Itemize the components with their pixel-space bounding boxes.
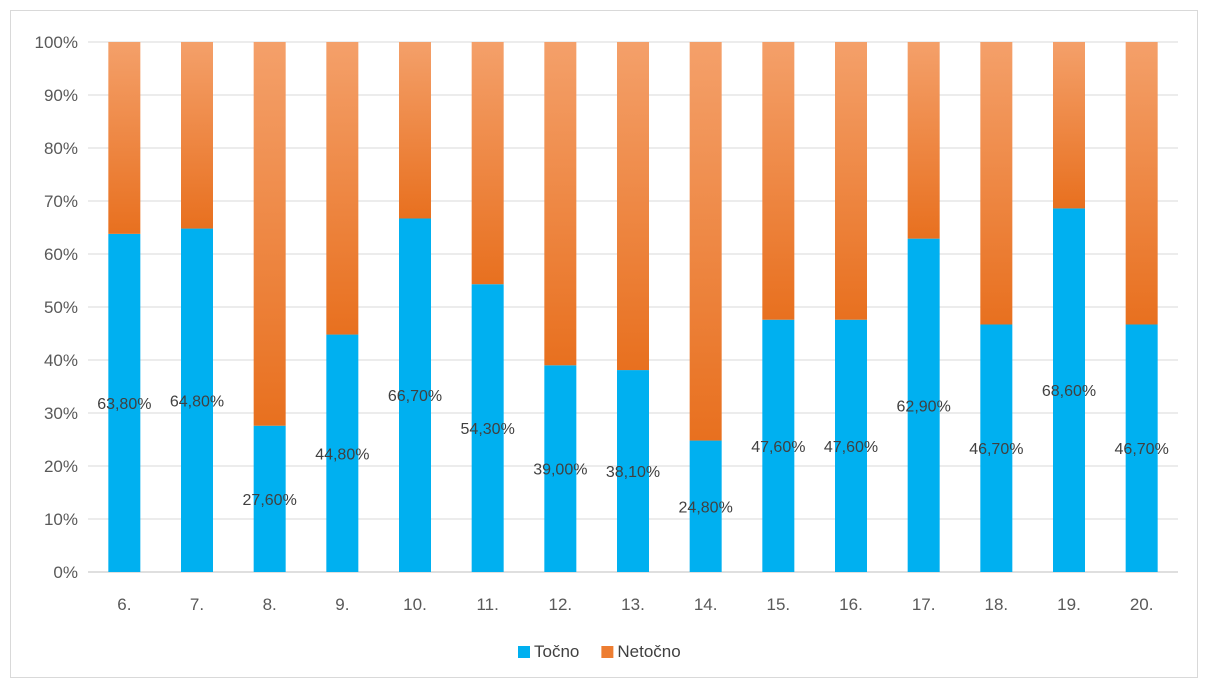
y-tick-label: 40% <box>44 351 78 370</box>
bar-netocno <box>980 42 1013 325</box>
bar-tocno <box>108 233 141 573</box>
bar-tocno <box>253 425 286 572</box>
x-tick-label: 18. <box>985 595 1009 614</box>
bar-tocno <box>326 334 359 572</box>
y-tick-label: 90% <box>44 86 78 105</box>
bar-tocno <box>907 238 940 572</box>
x-tick-label: 6. <box>117 595 131 614</box>
legend-label: Netočno <box>617 642 680 661</box>
data-label: 44,80% <box>315 446 369 463</box>
bar-netocno <box>471 42 504 285</box>
y-tick-label: 100% <box>35 33 78 52</box>
bar-tocno <box>980 324 1013 572</box>
x-tick-label: 17. <box>912 595 936 614</box>
data-label: 46,70% <box>969 441 1023 458</box>
bar-netocno <box>762 42 795 320</box>
x-tick-label: 12. <box>549 595 573 614</box>
x-tick-label: 14. <box>694 595 718 614</box>
legend: Točno Netočno <box>518 642 681 661</box>
bar-netocno <box>108 42 141 234</box>
x-axis: 6. 7. 8. 9. 10. 11. 12. 13. 14. 15. 16. 17. 18. 19. 20… <box>117 595 1153 614</box>
bar-tocno <box>1053 208 1085 573</box>
x-tick-label: 7. <box>190 595 204 614</box>
bar-tocno <box>1125 324 1158 572</box>
x-tick-label: 10. <box>403 595 427 614</box>
x-tick-label: 11. <box>476 595 498 614</box>
bar-netocno <box>181 42 213 229</box>
x-tick-label: 20. <box>1130 595 1154 614</box>
data-label: 64,80% <box>170 393 224 410</box>
x-tick-label: 15. <box>767 595 791 614</box>
x-tick-label: 16. <box>839 595 863 614</box>
bar-tocno <box>762 319 795 572</box>
data-label: 63,80% <box>97 396 151 413</box>
bar-tocno <box>471 284 504 572</box>
bar-tocno <box>399 218 431 573</box>
bar-netocno <box>835 42 867 320</box>
data-label: 66,70% <box>388 388 442 405</box>
legend-swatch <box>518 646 530 658</box>
bar-netocno <box>253 42 286 426</box>
bar-netocno <box>326 42 359 335</box>
bar-netocno <box>689 42 722 441</box>
bar-netocno <box>544 42 577 366</box>
bars <box>108 42 1158 573</box>
y-tick-label: 50% <box>44 298 78 317</box>
bar-tocno <box>617 370 649 572</box>
y-tick-label: 10% <box>44 510 78 529</box>
bar-netocno <box>1053 42 1085 209</box>
bar-netocno <box>907 42 940 239</box>
bar-netocno <box>399 42 431 219</box>
data-label: 62,90% <box>897 398 951 415</box>
data-label: 47,60% <box>751 439 805 456</box>
y-tick-label: 20% <box>44 457 78 476</box>
x-tick-label: 19. <box>1057 595 1081 614</box>
bar-netocno <box>617 42 649 371</box>
x-tick-label: 13. <box>621 595 645 614</box>
bar-tocno <box>181 228 213 572</box>
bar-netocno <box>1125 42 1158 325</box>
legend-item-netocno: Netočno <box>601 642 681 661</box>
y-tick-label: 70% <box>44 192 78 211</box>
y-axis: 0% 10% 20% 30% 40% 50% 60% 70% 80% 90% 100% <box>35 33 78 582</box>
data-label: 54,30% <box>461 421 515 438</box>
legend-item-tocno: Točno <box>518 642 579 661</box>
bar-tocno <box>689 440 722 572</box>
data-label: 68,60% <box>1042 383 1096 400</box>
bar-tocno <box>544 365 577 572</box>
y-tick-label: 30% <box>44 404 78 423</box>
data-label: 27,60% <box>243 492 297 509</box>
bar-tocno <box>835 319 867 572</box>
data-labels: 63,80% 64,80% 27,60% 44,80% 66,70% 54,30% 39,0… <box>97 383 1169 516</box>
legend-label: Točno <box>534 642 579 661</box>
y-tick-label: 0% <box>53 563 78 582</box>
y-tick-label: 60% <box>44 245 78 264</box>
data-label: 46,70% <box>1115 441 1169 458</box>
y-tick-label: 80% <box>44 139 78 158</box>
legend-swatch <box>601 646 614 658</box>
data-label: 39,00% <box>533 462 587 479</box>
x-tick-label: 8. <box>263 595 277 614</box>
x-tick-label: 9. <box>335 595 349 614</box>
data-label: 24,80% <box>679 499 733 516</box>
data-label: 47,60% <box>824 439 878 456</box>
data-label: 38,10% <box>606 464 660 481</box>
